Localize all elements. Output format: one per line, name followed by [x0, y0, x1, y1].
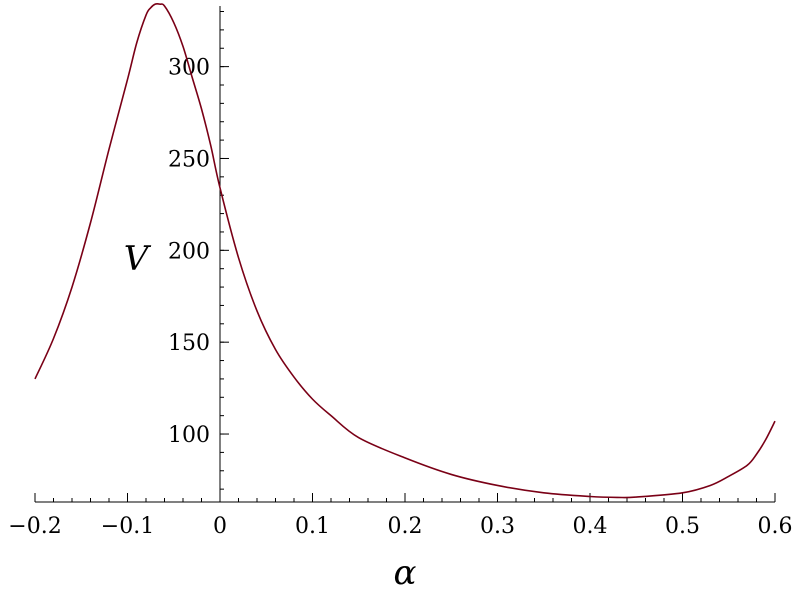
series-group: [34, 3, 776, 499]
x-tick-label: 0.5: [665, 514, 700, 539]
x-tick-label: 0: [213, 514, 227, 539]
x-tick-label: 0.3: [480, 514, 515, 539]
y-axis-label: V: [124, 239, 152, 279]
y-tick-label: 150: [168, 331, 210, 356]
x-tick-label: 0.6: [758, 514, 793, 539]
x-axis-label: α: [394, 553, 417, 593]
x-tick-labels: −0.2 −0.1 0 0.1 0.2 0.3 0.4 0.5 0.6: [8, 514, 792, 539]
x-tick-label: −0.1: [101, 514, 154, 539]
axis-ticks: [34, 11, 776, 502]
y-tick-label: 100: [168, 423, 210, 448]
series-line: [34, 3, 776, 499]
y-tick-label: 200: [168, 239, 210, 264]
y-tick-label: 250: [168, 147, 210, 172]
x-tick-label: 0.4: [573, 514, 608, 539]
x-tick-label: 0.1: [295, 514, 330, 539]
x-tick-label: 0.2: [388, 514, 423, 539]
x-tick-label: −0.2: [8, 514, 61, 539]
